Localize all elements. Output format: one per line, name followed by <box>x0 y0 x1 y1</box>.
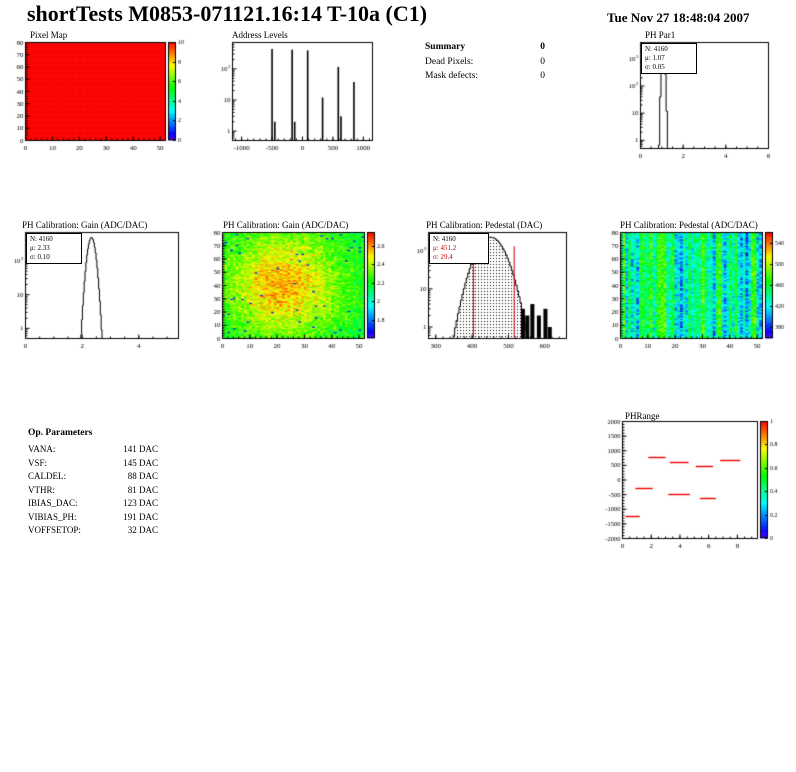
op-row: VTHR: 81 DAC <box>28 485 158 499</box>
ph-range-panel: PHRange <box>592 406 796 556</box>
summary-row: Mask defects: 0 <box>425 71 545 81</box>
stats-line-n: N: 4160 <box>30 235 53 243</box>
ph-par1-stats-box: N: 4160 μ: 1.07 σ: 0.05 <box>641 43 697 74</box>
op-value: 32 DAC <box>127 525 158 535</box>
summary-heading-row: Summary 0 <box>425 42 545 52</box>
stats-line-sigma: σ: 0.10 <box>30 253 50 261</box>
pixel-map-title: Pixel Map <box>30 30 68 40</box>
summary-value: 0 <box>540 71 545 81</box>
pedestal-map-panel: PH Calibration: Pedestal (ADC/DAC) <box>600 218 796 360</box>
op-value: 191 DAC <box>123 511 158 522</box>
stats-line-mu: μ: 2.33 <box>30 244 50 252</box>
summary-label: Dead Pixels: <box>425 56 474 67</box>
op-value: 81 DAC <box>127 484 158 495</box>
stats-line-sigma: σ: 29.4 <box>433 253 453 261</box>
op-row: IBIAS_DAC: 123 DAC <box>28 498 158 512</box>
op-row: VOFFSETOP: 32 DAC <box>28 525 158 539</box>
op-row: CALDEL: 88 DAC <box>28 471 158 485</box>
op-row: VIBIAS_PH: 191 DAC <box>28 512 158 526</box>
stats-line-mu: μ: 1.07 <box>645 54 665 62</box>
ph-par1-panel: PH Par1 N: 4160 μ: 1.07 σ: 0.05 <box>620 28 796 170</box>
op-parameters-block: Op. Parameters VANA: 141 DAC VSF: 145 DA… <box>28 428 158 548</box>
pedestal-map-title: PH Calibration: Pedestal (ADC/DAC) <box>620 220 758 230</box>
summary-value: 0 <box>540 56 545 67</box>
timestamp: Tue Nov 27 18:48:04 2007 <box>607 10 750 25</box>
address-levels-panel: Address Levels <box>212 28 390 166</box>
summary-total-value: 0 <box>540 42 545 52</box>
gain-map-panel: PH Calibration: Gain (ADC/DAC) <box>202 218 400 360</box>
stats-line-n: N: 4160 <box>433 235 456 243</box>
summary-row: Dead Pixels: 0 <box>425 57 545 67</box>
op-label: VSF: <box>28 457 48 468</box>
op-label: VANA: <box>28 444 56 454</box>
summary-label: Mask defects: <box>425 71 479 81</box>
ph-par1-title: PH Par1 <box>645 30 676 40</box>
gain-dist-title: PH Calibration: Gain (ADC/DAC) <box>22 220 148 230</box>
op-label: VOFFSETOP: <box>28 525 81 535</box>
gain-map-title: PH Calibration: Gain (ADC/DAC) <box>223 220 349 230</box>
pixel-map-panel: Pixel Map <box>6 28 212 166</box>
pedestal-dist-panel: PH Calibration: Pedestal (DAC) N: 4160 μ… <box>408 218 590 360</box>
op-label: IBIAS_DAC: <box>28 498 78 508</box>
address-levels-title: Address Levels <box>232 30 288 40</box>
pedestal-dist-title: PH Calibration: Pedestal (DAC) <box>426 220 543 230</box>
stats-line-mu: μ: 451.2 <box>433 244 457 252</box>
op-value: 141 DAC <box>123 444 158 454</box>
summary-block: Summary 0 Dead Pixels: 0 Mask defects: 0 <box>425 42 545 94</box>
ph-range-title: PHRange <box>625 411 660 421</box>
op-label: CALDEL: <box>28 471 66 481</box>
stats-line-n: N: 4160 <box>645 45 668 53</box>
gain-dist-stats-box: N: 4160 μ: 2.33 σ: 0.10 <box>26 233 82 264</box>
address-levels-chart <box>212 28 390 166</box>
page-title: shortTests M0853-071121.16:14 T-10a (C1) <box>27 1 428 26</box>
pixel-map-chart <box>6 28 212 166</box>
op-value: 88 DAC <box>127 471 158 481</box>
stats-line-sigma: σ: 0.05 <box>645 63 665 71</box>
op-row: VSF: 145 DAC <box>28 458 158 472</box>
op-label: VTHR: <box>28 484 55 495</box>
ph-range-chart <box>592 406 796 556</box>
op-row: VANA: 141 DAC <box>28 444 158 458</box>
gain-map-chart <box>202 218 400 360</box>
pedestal-dist-stats-box: N: 4160 μ: 451.2 σ: 29.4 <box>429 233 489 264</box>
op-value: 123 DAC <box>123 498 158 508</box>
op-label: VIBIAS_PH: <box>28 511 77 522</box>
op-parameters-heading: Op. Parameters <box>28 428 93 438</box>
gain-dist-panel: PH Calibration: Gain (ADC/DAC) N: 4160 μ… <box>6 218 202 360</box>
summary-heading: Summary <box>425 42 466 52</box>
op-value: 145 DAC <box>123 457 158 468</box>
pedestal-map-chart <box>600 218 796 360</box>
